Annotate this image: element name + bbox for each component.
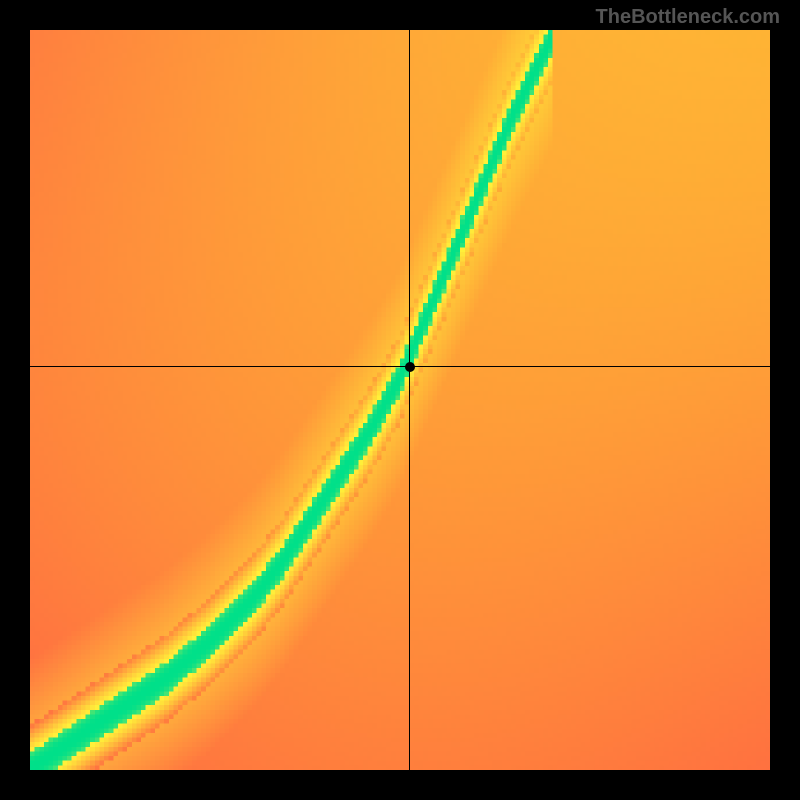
data-point-marker [405,362,415,372]
crosshair-vertical [409,30,410,770]
watermark-text: TheBottleneck.com [596,6,780,29]
heatmap-plot [30,30,770,770]
crosshair-horizontal [30,366,770,367]
